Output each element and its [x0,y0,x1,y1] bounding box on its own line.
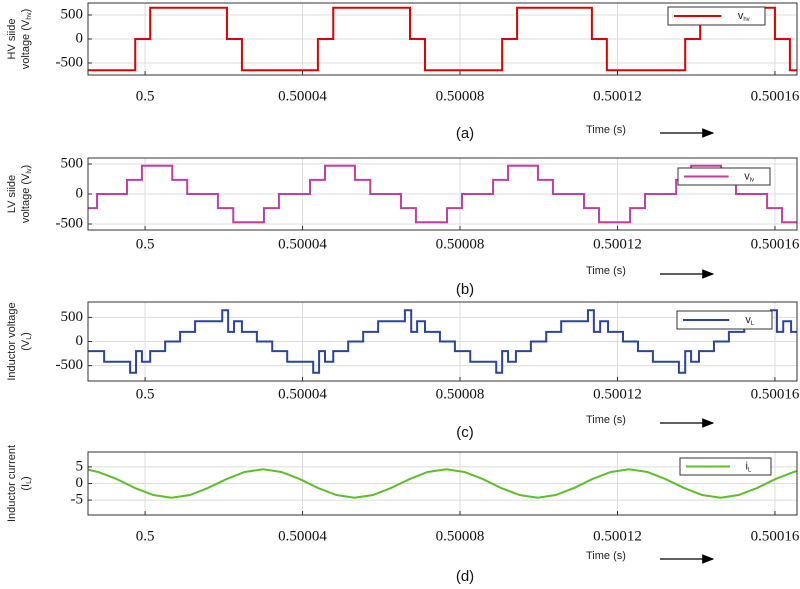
y-tick-label: 0 [76,333,84,349]
y-tick-label: 0 [76,185,84,201]
y-label-text: voltage (V [20,19,32,69]
y-label-end: ) [20,9,32,13]
caption: (a) [456,125,474,142]
x-tick-label: 0.50012 [593,386,642,402]
caption: (b) [456,281,474,298]
plot-frame [87,2,798,76]
x-tick-label: 0.50008 [436,386,485,402]
x-tick-label: 0.50016 [751,386,800,402]
x-tick-label: 0.50004 [278,386,327,402]
panel: 0.5 0.50004 0.50008 0.50012 0.50016 500 0 -500 v… [6,2,800,142]
y-label: voltage (Vhv) [20,9,33,70]
y-label: (VL) [20,332,33,351]
y-label-subscript: lv [26,168,33,174]
x-tick-label: 0.50008 [436,236,485,252]
x-tick-label: 0.50016 [751,88,800,104]
y-label: Inductor current [6,445,18,522]
x-tick-label: 0.50008 [436,528,485,544]
y-label: HV siide [6,19,18,60]
y-label-subscript: L [26,480,33,484]
y-label: LV siide [6,175,18,213]
y-label: (IL) [20,476,33,490]
plot-frame [87,451,798,516]
y-tick-label: -5 [71,492,84,508]
x-tick-label: 0.50016 [751,528,800,544]
x-tick-label: 0.50004 [278,236,327,252]
x-label: Time (s) [586,414,626,426]
caption: (c) [456,424,474,441]
x-tick-label: 0.5 [136,236,155,252]
y-tick-label: -500 [56,215,84,231]
legend-label: vlv [744,171,754,184]
x-tick-label: 0.50008 [436,88,485,104]
data-line [88,309,797,374]
legend-name: v [745,314,751,326]
x-tick-label: 0.50016 [751,236,800,252]
y-label-end: ) [20,165,32,169]
y-tick-label: 500 [61,6,84,22]
legend-subscript: L [748,468,752,474]
legend-label: iL [746,461,752,474]
y-tick-label: 0 [76,30,84,46]
x-tick-label: 0.5 [136,386,155,402]
y-label-text: (I [20,484,32,491]
legend-label: vL [745,314,755,327]
y-label-text: voltage (V [20,173,32,223]
x-tick-label: 0.50004 [278,88,327,104]
y-tick-label: 0 [76,475,84,491]
y-tick-label: 500 [61,155,84,171]
y-tick-label: 500 [61,309,84,325]
x-tick-label: 0.5 [136,528,155,544]
data-line [88,468,797,499]
panel: 0.5 0.50004 0.50008 0.50012 0.5001650-5iLInd… [6,445,800,585]
y-label-end: ) [20,476,32,480]
legend-name: i [746,461,748,473]
y-label: Inductor voltage [6,302,18,380]
y-label-text: (V [20,339,32,351]
panel: 0.5 0.50004 0.50008 0.50012 0.50016 500 0 -500 v… [6,155,800,298]
x-tick-label: 0.50004 [278,528,327,544]
caption: (d) [456,568,474,585]
y-label: voltage (Vlv) [20,165,33,223]
y-label-end: ) [20,332,32,336]
plot-frame [87,301,798,382]
x-tick-label: 0.5 [136,88,155,104]
legend-subscript: hv [743,17,749,23]
y-tick-label: -500 [56,357,84,373]
x-tick-label: 0.50012 [593,236,642,252]
x-tick-label: 0.50012 [593,528,642,544]
y-tick-label: 5 [76,458,84,474]
legend-name: v [738,10,744,22]
x-tick-label: 0.50012 [593,88,642,104]
panel: 0.5 0.50004 0.50008 0.50012 0.50016 500 0 -500 v… [6,301,800,441]
legend-subscript: L [751,321,755,327]
legend-name: v [744,171,750,183]
x-label: Time (s) [586,124,626,136]
legend-label: vhv [738,10,750,23]
x-label: Time (s) [586,265,626,277]
y-label-subscript: hv [26,12,33,20]
y-tick-label: -500 [56,54,84,70]
y-label-subscript: L [26,336,33,340]
legend-subscript: lv [750,178,754,184]
x-label: Time (s) [586,550,626,562]
plot-frame [87,157,798,231]
